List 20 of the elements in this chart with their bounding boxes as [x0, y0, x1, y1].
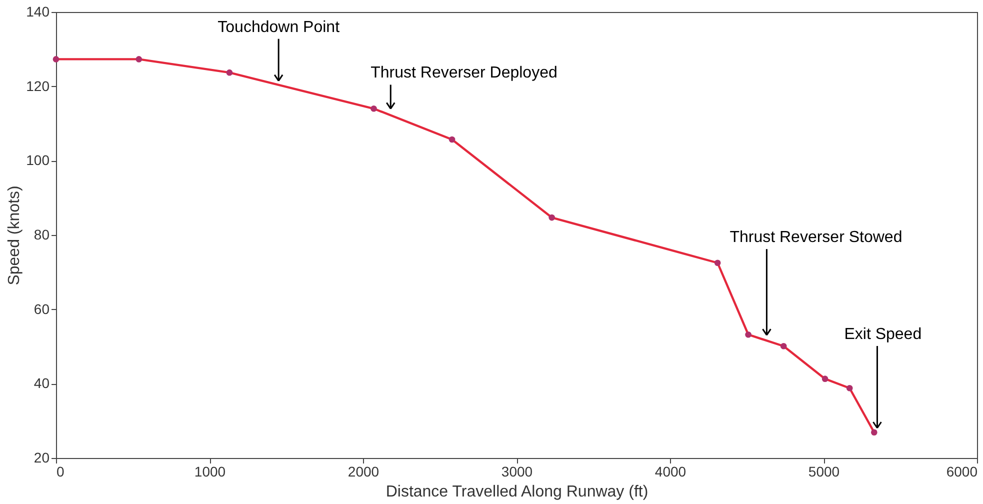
x-tick-label: 3000 — [501, 464, 533, 480]
x-tick-label: 2000 — [348, 464, 380, 480]
y-tick-label: 20 — [34, 450, 50, 466]
y-tick-label: 40 — [34, 375, 50, 392]
y-tick-label: 120 — [26, 78, 50, 94]
x-tick-label: 5000 — [808, 464, 840, 480]
y-tick-label: 100 — [26, 152, 50, 168]
annotation: Touchdown Point — [218, 18, 340, 36]
annotation: Thrust Reverser Stowed — [730, 229, 902, 246]
x-tick-label: 0 — [56, 464, 64, 480]
y-tick-label: 80 — [34, 226, 50, 242]
x-tick-label: 1000 — [194, 464, 226, 480]
y-tick-label: 140 — [26, 4, 50, 20]
y-tick-label: 60 — [34, 300, 50, 317]
annotation: Thrust Reverser Deployed — [370, 64, 558, 82]
y-axis-title: Speed (knots) — [6, 186, 24, 286]
x-tick-label: 6000 — [946, 464, 978, 480]
x-tick-label: 4000 — [654, 464, 686, 480]
annotation: Exit Speed — [844, 326, 922, 343]
x-axis-title: Distance Travelled Along Runway (ft) — [386, 484, 648, 500]
